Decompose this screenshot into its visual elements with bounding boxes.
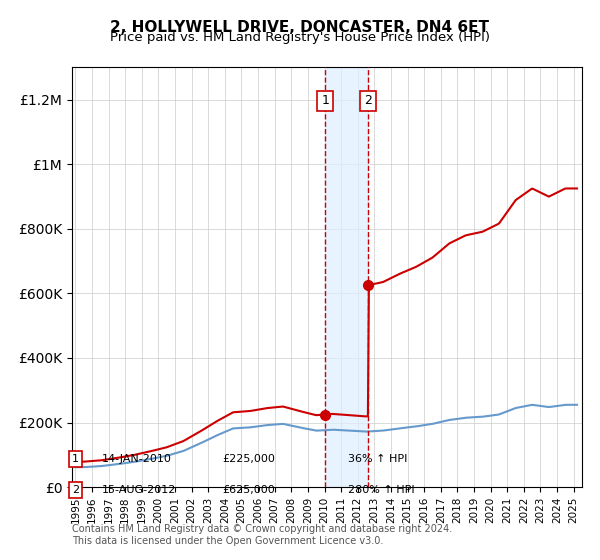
- Text: 2: 2: [364, 94, 372, 108]
- Text: 14-JAN-2010: 14-JAN-2010: [102, 454, 172, 464]
- Text: 280% ↑ HPI: 280% ↑ HPI: [348, 485, 415, 495]
- Text: 36% ↑ HPI: 36% ↑ HPI: [348, 454, 407, 464]
- Bar: [325, 67, 368, 487]
- Text: 2: 2: [72, 485, 79, 495]
- Text: £225,000: £225,000: [222, 454, 275, 464]
- Text: 1: 1: [321, 94, 329, 108]
- Text: 2, HOLLYWELL DRIVE, DONCASTER, DN4 6ET: 2, HOLLYWELL DRIVE, DONCASTER, DN4 6ET: [110, 20, 490, 35]
- Text: Price paid vs. HM Land Registry's House Price Index (HPI): Price paid vs. HM Land Registry's House …: [110, 31, 490, 44]
- Text: Contains HM Land Registry data © Crown copyright and database right 2024.
This d: Contains HM Land Registry data © Crown c…: [72, 524, 452, 546]
- Text: £625,000: £625,000: [222, 485, 275, 495]
- Text: 15-AUG-2012: 15-AUG-2012: [102, 485, 176, 495]
- Text: 1: 1: [72, 454, 79, 464]
